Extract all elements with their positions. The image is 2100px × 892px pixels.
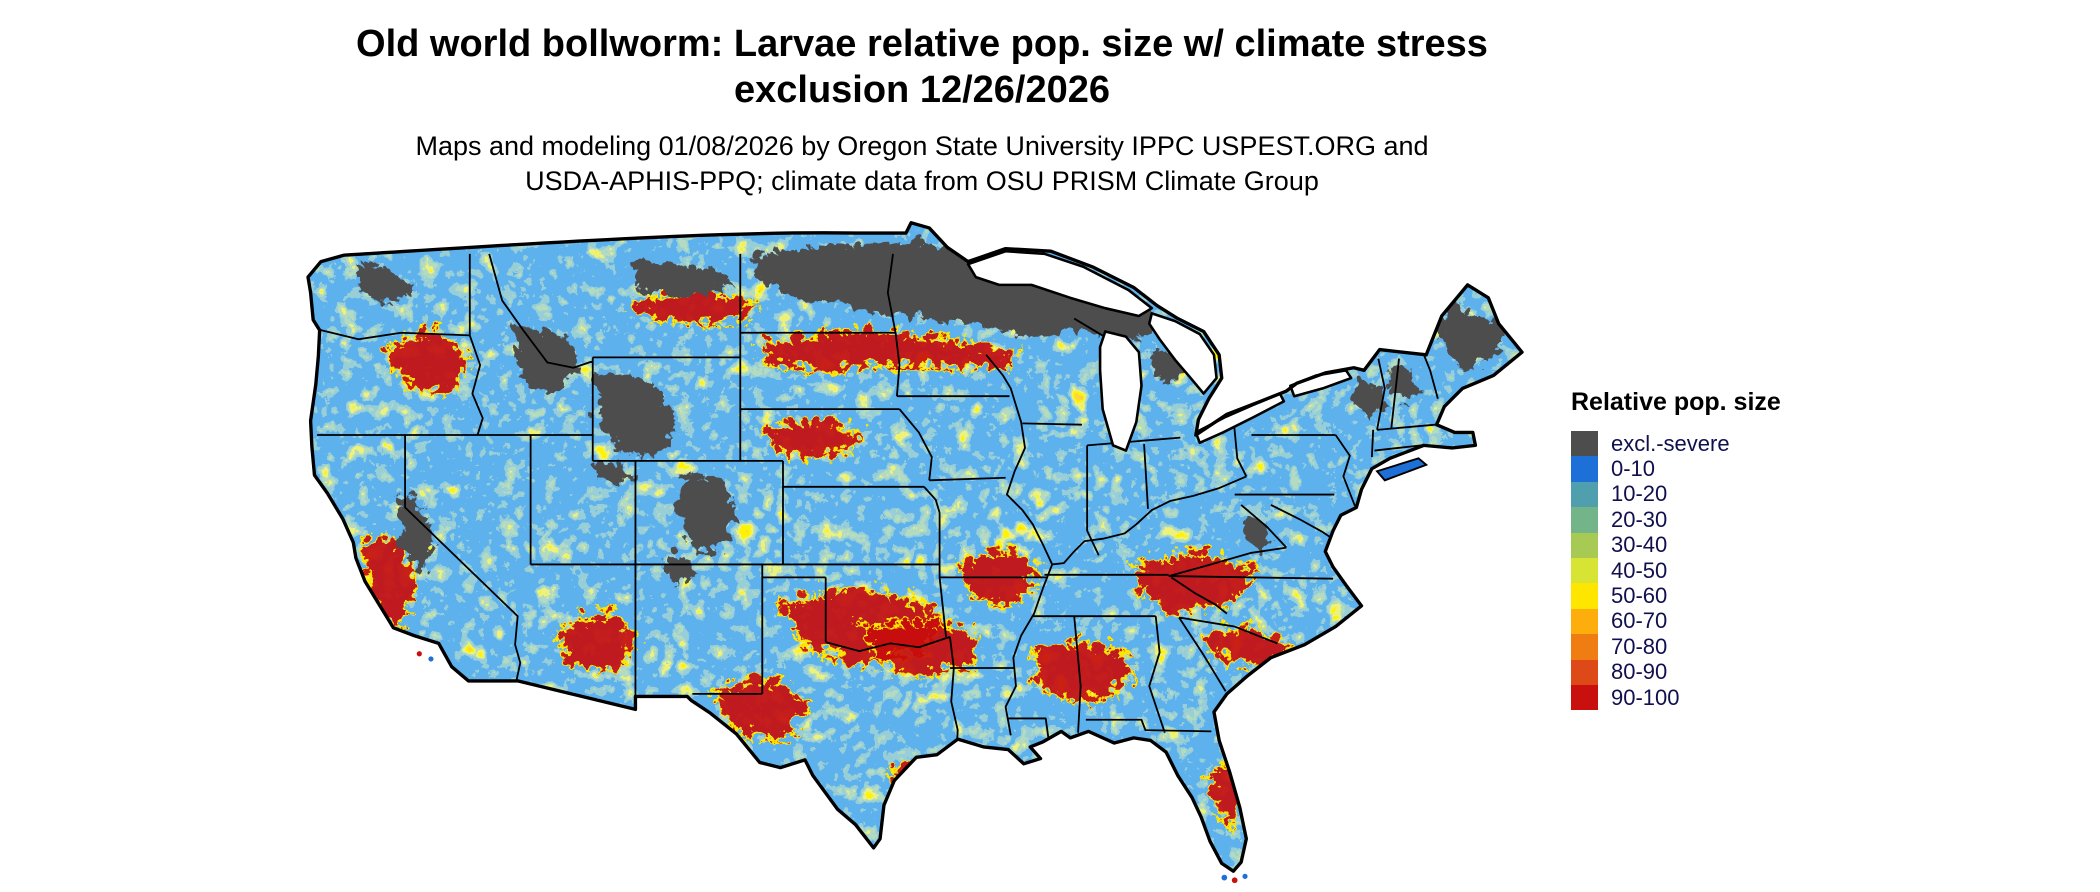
legend-item: 50-60	[1571, 583, 1871, 609]
florida-keys	[1221, 873, 1248, 884]
legend-swatch	[1571, 507, 1598, 533]
map-title: Old world bollworm: Larvae relative pop.…	[0, 22, 1844, 113]
long-island	[1375, 457, 1429, 482]
map-legend: Relative pop. size excl.-severe 0-10 10-20…	[1571, 388, 1871, 711]
legend-item-label: 30-40	[1611, 532, 1668, 558]
legend-swatch	[1571, 532, 1598, 558]
us-map-container	[300, 215, 1530, 888]
legend-item: 70-80	[1571, 633, 1871, 660]
legend-item-label: 60-70	[1611, 608, 1668, 634]
legend-title: Relative pop. size	[1571, 388, 1781, 416]
legend-item: 30-40	[1571, 532, 1871, 558]
legend-item-label: excl.-severe	[1611, 430, 1730, 456]
legend-item: 0-10	[1571, 456, 1871, 482]
legend-swatch	[1571, 583, 1598, 609]
legend-item-label: 80-90	[1611, 659, 1668, 685]
legend-items: excl.-severe 0-10 10-20 20-30 30-40 40-50 50-6…	[1571, 430, 1871, 711]
us-outline	[306, 221, 1524, 873]
legend-swatch	[1571, 684, 1598, 711]
legend-swatch	[1571, 634, 1598, 660]
map-subtitle-line1: Maps and modeling 01/08/2026 by Oregon S…	[415, 131, 1429, 162]
map-subtitle: Maps and modeling 01/08/2026 by Oregon S…	[0, 129, 1844, 198]
legend-item-label: 70-80	[1611, 633, 1668, 659]
legend-item-label: 40-50	[1611, 557, 1668, 583]
legend-item-label: 10-20	[1611, 481, 1668, 507]
legend-swatch	[1571, 456, 1598, 482]
lake-superior	[966, 249, 1154, 318]
legend-item-label: 0-10	[1611, 456, 1656, 482]
legend-item-label: 90-100	[1611, 684, 1680, 710]
state-borders	[315, 253, 1439, 754]
legend-item: 60-70	[1571, 608, 1871, 635]
legend-item: 80-90	[1571, 659, 1871, 685]
lake-huron	[1147, 312, 1218, 395]
legend-item-label: 20-30	[1611, 506, 1668, 532]
legend-item: 40-50	[1571, 557, 1871, 584]
legend-item: 20-30	[1571, 506, 1871, 533]
us-map	[306, 221, 1524, 884]
legend-swatch	[1571, 431, 1598, 457]
map-header: Old world bollworm: Larvae relative pop.…	[0, 22, 1844, 198]
legend-item-label: 50-60	[1611, 583, 1668, 609]
map-subtitle-line2: USDA-APHIS-PPQ; climate data from OSU PR…	[525, 165, 1319, 196]
map-title-line2: exclusion 12/26/2026	[733, 68, 1111, 111]
population-raster	[308, 222, 1522, 872]
legend-item: 90-100	[1571, 684, 1871, 711]
legend-item: 10-20	[1571, 481, 1871, 508]
legend-swatch	[1571, 608, 1598, 635]
legend-item: excl.-severe	[1571, 430, 1871, 457]
legend-swatch	[1571, 659, 1598, 685]
legend-swatch	[1571, 557, 1598, 584]
legend-swatch	[1571, 481, 1598, 508]
lake-michigan	[1098, 330, 1143, 452]
map-title-line1: Old world bollworm: Larvae relative pop.…	[356, 23, 1488, 65]
channel-islands	[416, 651, 434, 662]
great-lakes	[966, 249, 1353, 452]
